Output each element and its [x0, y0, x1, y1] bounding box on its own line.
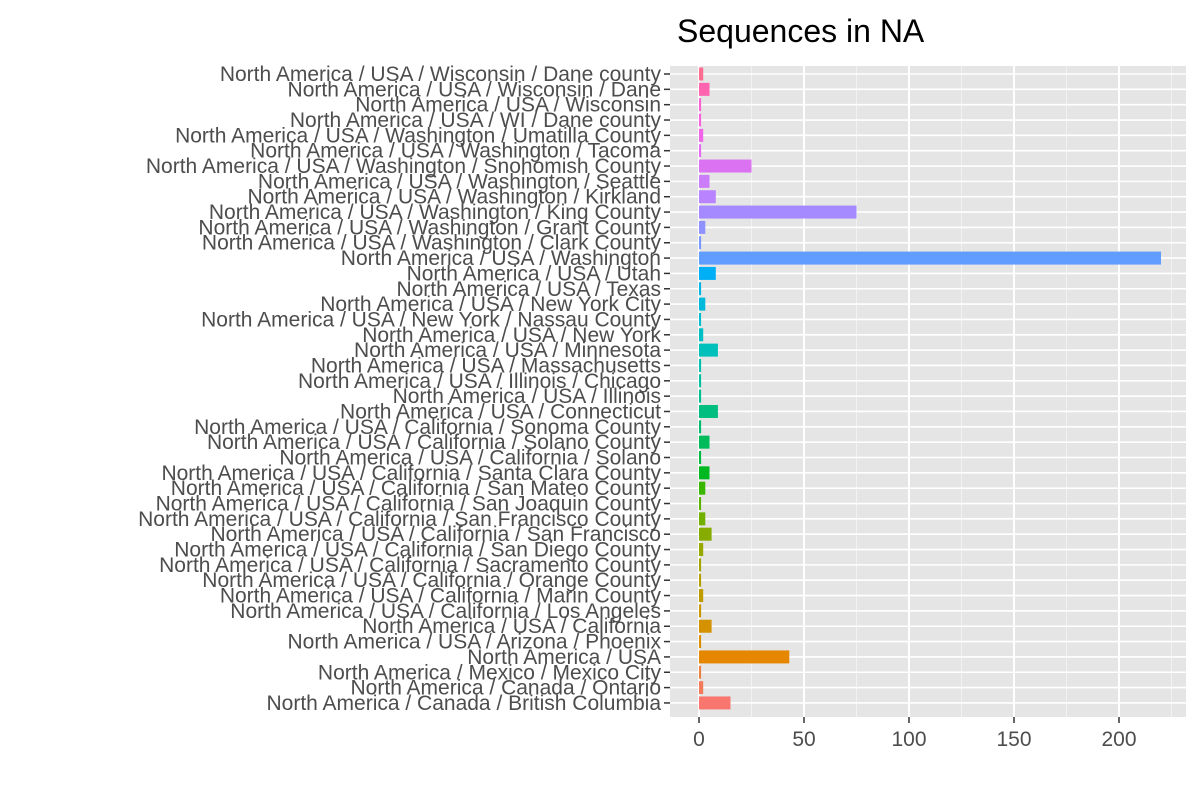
x-tick-label: 150	[996, 728, 1031, 751]
y-tick-label: North America / USA / California / Orang…	[202, 569, 661, 592]
y-tick-label: North America / USA / Wisconsin / Dane c…	[220, 63, 662, 86]
y-tick-label: North America / USA / Washington / Kirkl…	[247, 186, 661, 209]
y-tick-label: North America / USA / Minnesota	[354, 339, 661, 362]
bar	[699, 497, 702, 511]
bar	[699, 159, 752, 173]
grid-lines	[670, 66, 1186, 717]
y-tick-label: North America / USA / California / Sacra…	[159, 554, 661, 577]
y-tick-label: North America / USA / Texas	[396, 278, 661, 301]
y-tick-label: North America / USA / Utah	[407, 262, 661, 285]
y-tick-label: North America / USA / Washington / King …	[209, 201, 662, 224]
y-tick-label: North America / USA / Washington / Tacom…	[250, 140, 661, 163]
bar	[699, 312, 702, 326]
bar	[699, 451, 702, 464]
y-tick-label: North America / USA / WI / Dane county	[290, 109, 662, 132]
y-tick-label: North America / USA / California / Solan…	[207, 431, 662, 454]
bar	[699, 558, 702, 572]
y-tick-label: North America / USA / California / San F…	[138, 508, 661, 531]
y-tick-label: North America / USA / Massachusetts	[311, 354, 661, 377]
bar	[699, 358, 702, 372]
x-tick-label: 200	[1101, 728, 1136, 751]
bar	[699, 174, 710, 188]
x-tick-label: 100	[891, 728, 926, 751]
y-tick-label: North America / USA / Illinois / Chicago	[298, 370, 661, 393]
bar	[699, 604, 702, 618]
bar	[699, 205, 857, 219]
y-tick-label: North America / USA / Illinois	[393, 385, 661, 408]
bar	[699, 420, 702, 434]
y-tick-label: North America / USA / Arizona / Phoenix	[287, 631, 661, 654]
bar	[699, 650, 790, 664]
bar	[699, 404, 718, 418]
y-tick-label: North America / Canada / British Columbi…	[267, 692, 662, 715]
y-tick-label: North America / USA / Connecticut	[340, 400, 661, 423]
y-tick-label: North America / USA / California	[362, 615, 661, 638]
y-tick-label: North America / USA / Washington / Snoho…	[146, 155, 662, 178]
bar	[699, 98, 702, 112]
bar	[699, 512, 706, 526]
bar	[699, 696, 731, 710]
bar	[699, 665, 702, 679]
y-tick-label: North America / Canada / Ontario	[351, 677, 661, 700]
bar	[699, 374, 702, 388]
y-tick-label: North America / USA / Wisconsin	[355, 94, 661, 117]
x-tick-label: 0	[693, 728, 705, 751]
bar	[699, 619, 712, 633]
y-tick-label: North America / USA	[467, 646, 661, 669]
y-tick-label: North America / USA / New York City	[320, 293, 661, 316]
bar	[699, 190, 716, 204]
y-axis: North America / USA / Wisconsin / Dane c…	[138, 63, 670, 715]
bar	[699, 681, 704, 695]
bar	[699, 297, 706, 311]
bar	[699, 128, 704, 142]
bar	[699, 67, 704, 81]
bar	[699, 144, 702, 158]
y-tick-label: North America / USA / Washington / Umati…	[175, 124, 661, 147]
bar	[699, 481, 706, 495]
y-tick-label: North America / USA / California / Solan…	[279, 447, 661, 470]
bar	[699, 527, 712, 541]
bar	[699, 282, 702, 296]
y-tick-label: North America / USA / Washington / Clark…	[202, 232, 662, 255]
y-tick-label: North America / Mexico / Mexico City	[318, 661, 662, 684]
bar	[699, 113, 702, 127]
y-tick-label: North America / USA / California / San D…	[174, 539, 661, 562]
bar	[699, 343, 718, 357]
y-tick-label: North America / USA / Washington	[341, 247, 661, 270]
plot-panel	[670, 66, 1186, 717]
y-tick-label: North America / USA / California / Los A…	[230, 600, 661, 623]
y-tick-label: North America / USA / New York	[362, 324, 661, 347]
bar	[699, 635, 702, 649]
bar	[699, 435, 710, 449]
y-tick-label: North America / USA / Washington / Seatt…	[258, 170, 661, 193]
y-tick-label: North America / USA / California / San J…	[156, 493, 662, 516]
x-axis: 0 50 100 150 200	[693, 717, 1137, 751]
bar	[699, 251, 1161, 265]
y-tick-label: North America / USA / Washington / Grant…	[198, 216, 661, 239]
bar	[699, 589, 704, 603]
bar	[699, 236, 702, 250]
y-tick-label: North America / USA / Wisconsin / Dane	[288, 78, 661, 101]
y-tick-label: North America / USA / California / San F…	[210, 523, 661, 546]
bar	[699, 82, 710, 96]
y-tick-label: North America / USA / California / San M…	[171, 477, 662, 500]
bar	[699, 573, 702, 587]
x-tick-label: 50	[792, 728, 815, 751]
bar	[699, 466, 710, 480]
bar	[699, 220, 706, 234]
y-tick-label: North America / USA / California / Marin…	[220, 585, 662, 608]
bars	[699, 67, 1161, 710]
y-tick-label: North America / USA / California / Sonom…	[194, 416, 661, 439]
bar	[699, 266, 716, 280]
bar	[699, 389, 702, 403]
chart-title: Sequences in NA	[677, 13, 925, 49]
y-tick-label: North America / USA / California / Santa…	[161, 462, 661, 485]
y-tick-label: North America / USA / New York / Nassau …	[201, 308, 661, 331]
bar	[699, 328, 704, 342]
bar	[699, 543, 704, 557]
